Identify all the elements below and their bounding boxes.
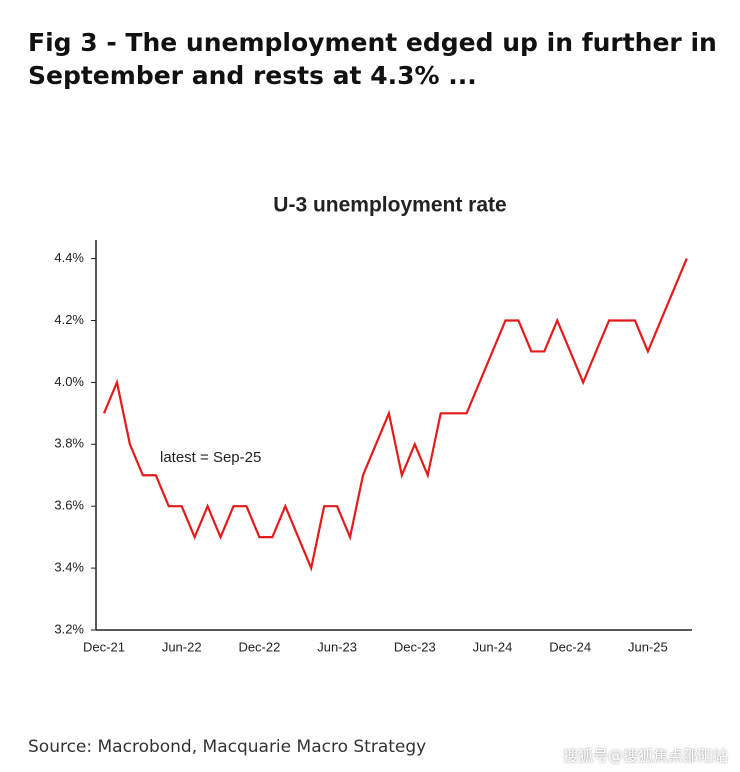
y-tick-label: 3.6% bbox=[54, 498, 84, 513]
annotation: latest = Sep-25 bbox=[160, 449, 261, 466]
y-tick-label: 3.4% bbox=[54, 560, 84, 575]
x-tick-label: Jun-25 bbox=[628, 639, 668, 654]
y-tick-label: 3.2% bbox=[54, 621, 84, 636]
x-tick-label: Jun-23 bbox=[317, 639, 357, 654]
y-tick-label: 3.8% bbox=[54, 436, 84, 451]
line bbox=[102, 258, 688, 572]
title-line: Fig 3 - The unemployment edged up in fur… bbox=[28, 28, 717, 57]
source: Source: Macrobond, Macquarie Macro Strat… bbox=[28, 737, 427, 757]
chart-title: U-3 unemployment rate bbox=[273, 194, 506, 217]
x-tick-label: Dec-24 bbox=[549, 639, 591, 654]
title-line: September and rests at 4.3% ... bbox=[28, 61, 477, 90]
x-tick-label: Jun-22 bbox=[162, 639, 202, 654]
x-tick-label: Dec-23 bbox=[394, 639, 436, 654]
x-tick-label: Dec-22 bbox=[238, 639, 280, 654]
x-tick-label: Dec-21 bbox=[83, 639, 125, 654]
watermark: 搜狐号@搜狐焦点邵阳站 bbox=[562, 747, 728, 765]
figure-title: Fig 3 - The unemployment edged up in fur… bbox=[28, 26, 717, 92]
x-tick-label: Jun-24 bbox=[473, 639, 513, 654]
y-tick-label: 4.2% bbox=[54, 312, 84, 327]
y-tick-label: 4.0% bbox=[54, 374, 84, 389]
y-tick-label: 4.4% bbox=[54, 250, 84, 265]
